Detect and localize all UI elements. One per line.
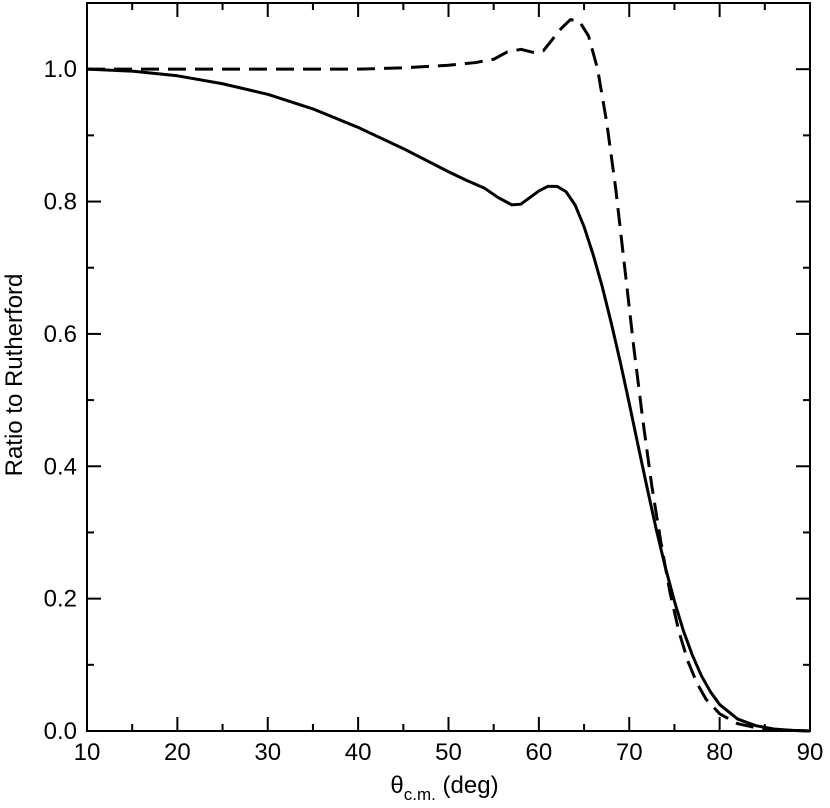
x-axis-unit: (deg) [436, 772, 499, 799]
series-line-2 [87, 18, 811, 733]
x-tick-label: 80 [706, 739, 733, 766]
x-tick-label: 30 [254, 739, 281, 766]
x-tick-label: 50 [435, 739, 462, 766]
y-tick-label: 0.8 [44, 189, 77, 216]
ticks-layer [86, 3, 811, 732]
y-tick-label: 0.4 [44, 453, 77, 480]
series-line-1 [86, 67, 811, 733]
y-axis-title: Ratio to Rutherford [1, 274, 28, 477]
x-tick-label: 60 [526, 739, 553, 766]
x-tick-label: 90 [797, 739, 824, 766]
x-tick-label: 70 [616, 739, 643, 766]
plot-frame [86, 2, 811, 732]
y-tick-label: 0.6 [44, 321, 77, 348]
y-tick-label: 0.0 [44, 718, 77, 745]
y-tick-label: 1.0 [44, 56, 77, 83]
x-axis-subscript: c.m. [404, 785, 436, 804]
x-axis-title: θc.m. (deg) [390, 772, 498, 804]
x-tick-label: 40 [345, 739, 372, 766]
x-tick-label: 10 [74, 739, 101, 766]
y-tick-label: 0.2 [44, 586, 77, 613]
labels-layer: 10 20 30 40 50 60 70 80 90 0.0 0.2 0.4 0.6 0.8 1.0 [44, 56, 824, 766]
series-layer [86, 18, 811, 733]
x-tick-label: 20 [164, 739, 191, 766]
x-axis-symbol: θ [390, 772, 403, 799]
